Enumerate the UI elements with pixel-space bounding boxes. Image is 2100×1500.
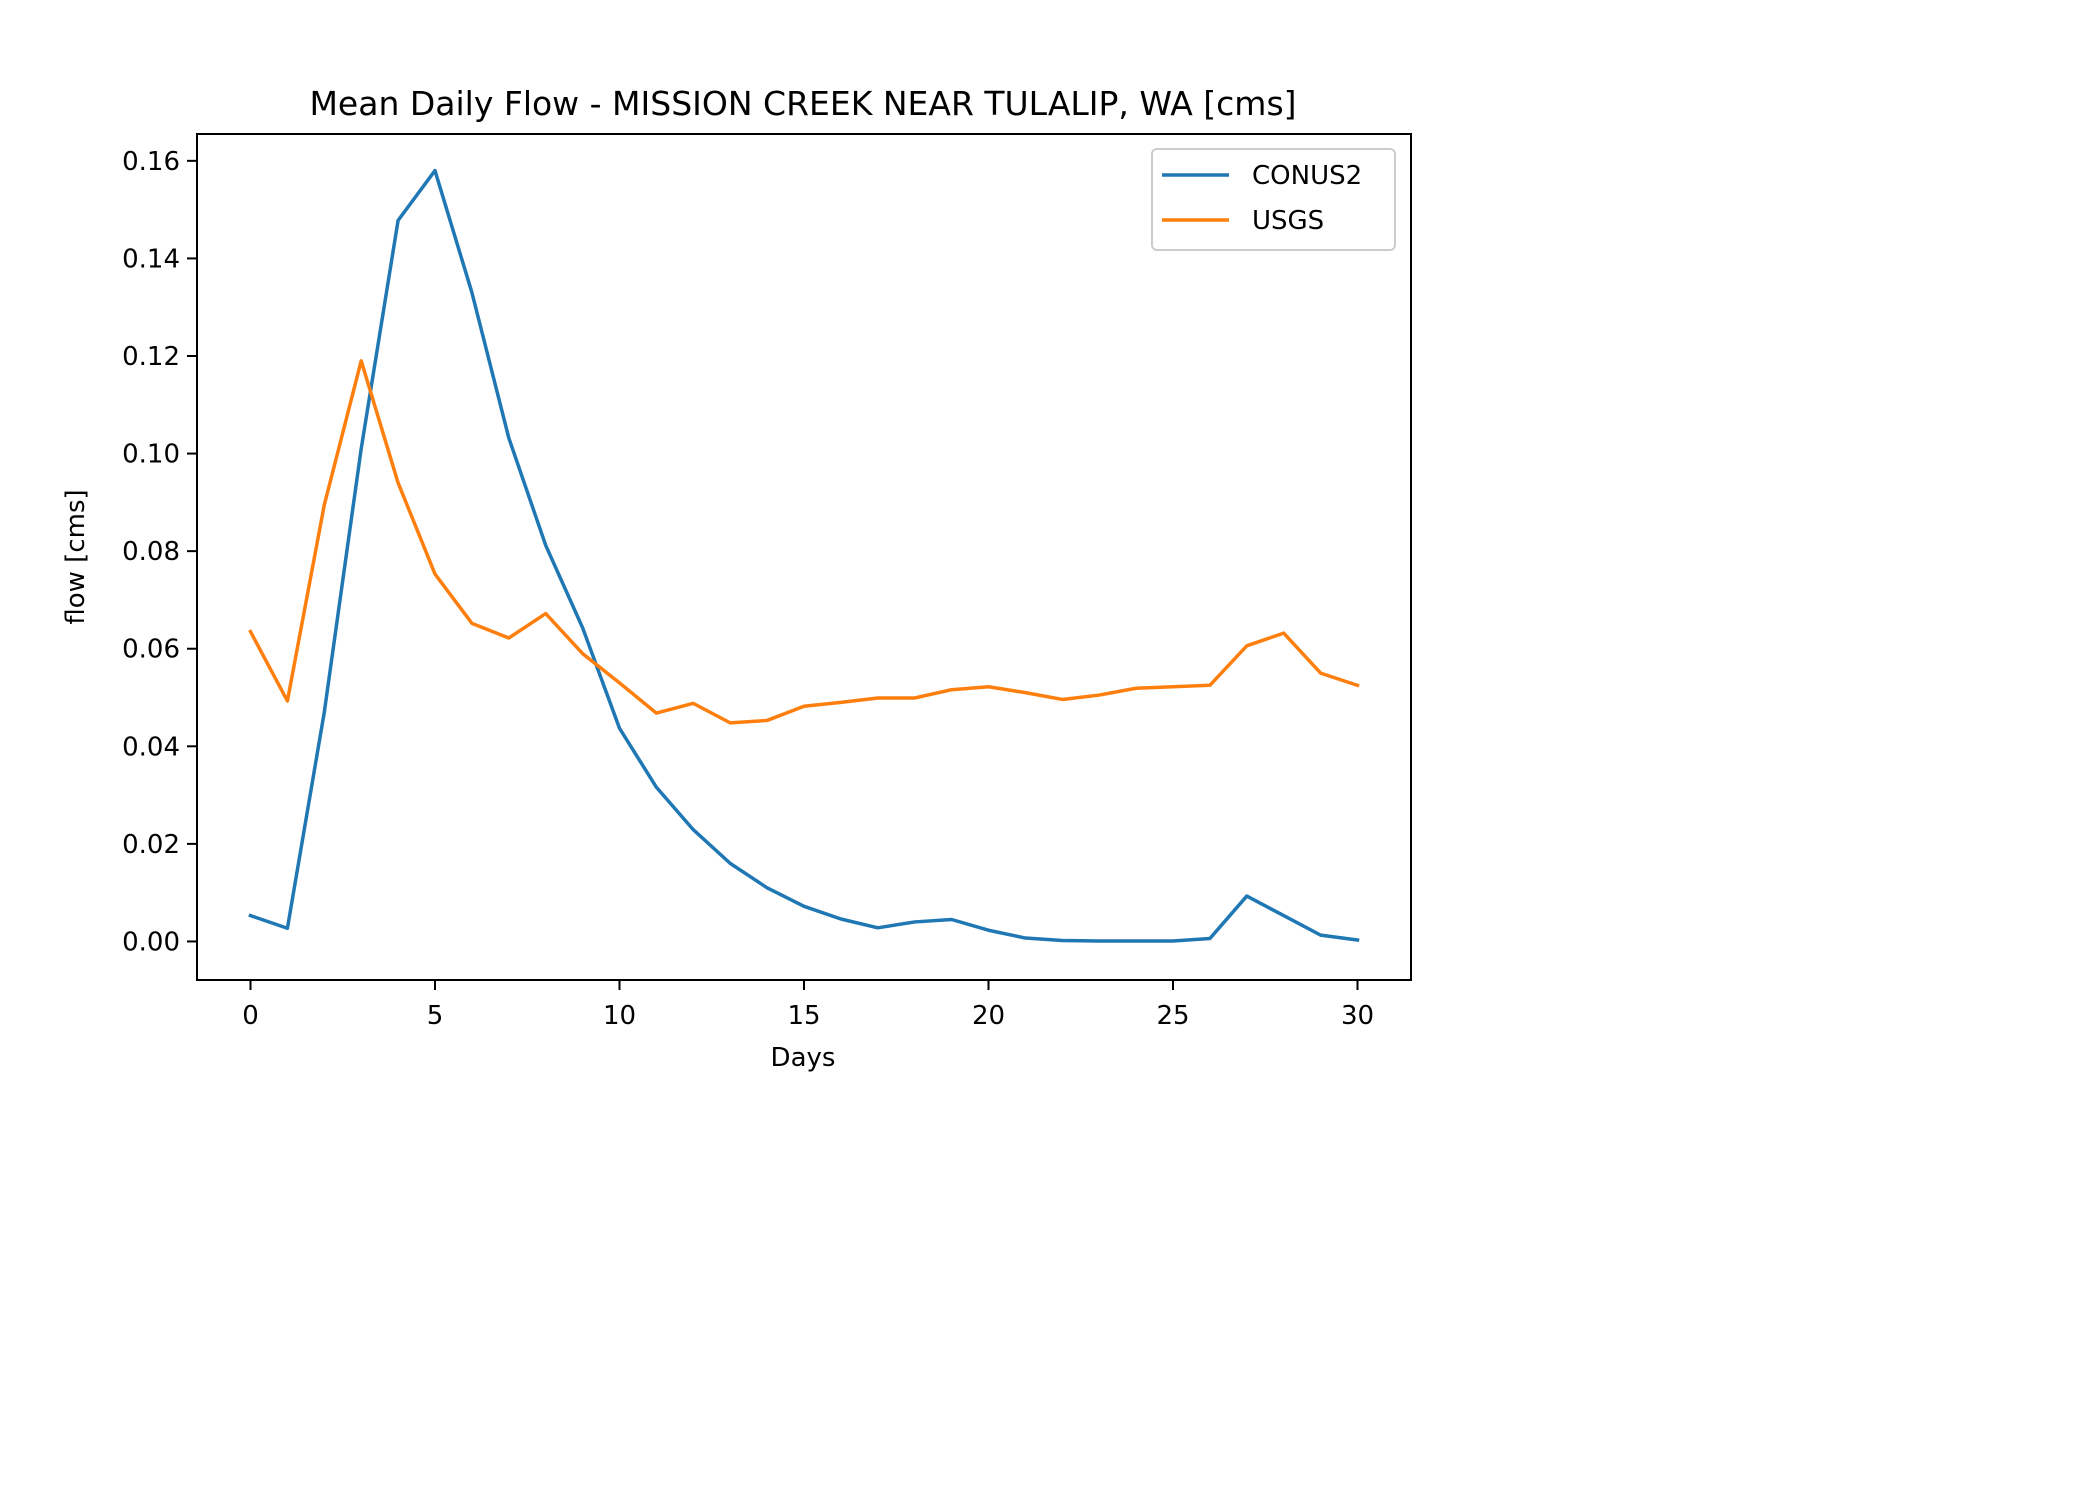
y-tick-label: 0.00 [122, 927, 180, 957]
y-tick-label: 0.12 [122, 342, 180, 372]
x-tick-label: 0 [242, 1001, 259, 1031]
x-tick-label: 15 [787, 1001, 820, 1031]
x-tick-label: 5 [427, 1001, 444, 1031]
chart-title: Mean Daily Flow - MISSION CREEK NEAR TUL… [309, 84, 1296, 123]
y-tick-label: 0.08 [122, 537, 180, 567]
series-line-conus2 [248, 168, 1360, 943]
x-tick-label: 20 [972, 1001, 1005, 1031]
x-axis: 0 5 10 15 20 25 30 [242, 980, 1374, 1031]
legend-label-conus2: CONUS2 [1252, 161, 1362, 191]
y-tick-label: 0.06 [122, 635, 180, 665]
plot-area [248, 168, 1360, 943]
y-tick-label: 0.16 [122, 147, 180, 177]
y-tick-label: 0.02 [122, 830, 180, 860]
legend-label-usgs: USGS [1252, 206, 1324, 236]
x-tick-label: 30 [1341, 1001, 1374, 1031]
x-tick-label: 10 [603, 1001, 636, 1031]
x-axis-label: Days [771, 1043, 836, 1073]
legend: CONUS2 USGS [1151, 148, 1396, 251]
y-tick-label: 0.10 [122, 440, 180, 470]
y-tick-label: 0.14 [122, 244, 180, 274]
y-axis-label: flow [cms] [61, 489, 91, 624]
flow-chart: Mean Daily Flow - MISSION CREEK NEAR TUL… [61, 84, 1412, 1073]
x-tick-label: 25 [1156, 1001, 1189, 1031]
y-axis: 0.00 0.02 0.04 0.06 0.08 0.10 0.12 0.14 0.16 [122, 147, 197, 957]
series-line-usgs [248, 359, 1360, 725]
y-tick-label: 0.04 [122, 732, 180, 762]
